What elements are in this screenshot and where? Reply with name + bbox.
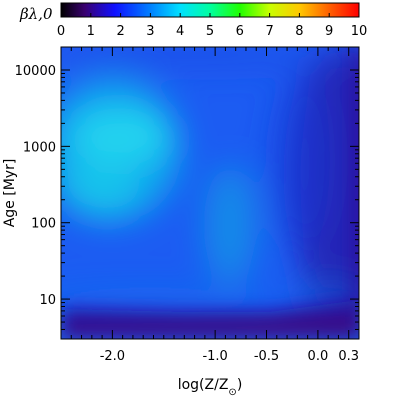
x-tick-label: -0.5 bbox=[254, 349, 279, 364]
colorbar-ticks: 0 1 2 3 4 5 6 7 8 9 10 bbox=[57, 13, 367, 39]
plot-frame bbox=[60, 46, 360, 340]
y-axis-title: Age [Myr] bbox=[2, 159, 18, 228]
colorbar-tick-label: 5 bbox=[206, 24, 214, 39]
y-tick-label: 1000 bbox=[23, 140, 56, 155]
y-tick-label: 10 bbox=[39, 293, 56, 308]
x-axis-title: log(Z/Z⊙) bbox=[178, 377, 243, 398]
heatmap-field bbox=[61, 47, 359, 339]
colorbar-tick-label: 3 bbox=[146, 24, 154, 39]
x-tick-label: 0.0 bbox=[308, 349, 329, 364]
colorbar-label: βλ,0 bbox=[19, 5, 53, 23]
y-tick-label: 100 bbox=[31, 217, 56, 232]
colorbar-tick-label: 9 bbox=[325, 24, 333, 39]
colorbar-tick-label: 4 bbox=[176, 24, 184, 39]
y-tick-label: 10000 bbox=[15, 64, 56, 79]
colorbar-tick-label: 8 bbox=[295, 24, 303, 39]
x-axis-ticks: -2.0 -1.0 -0.5 0.0 0.3 bbox=[70, 47, 359, 364]
x-tick-label: 0.3 bbox=[338, 349, 359, 364]
y-axis-ticks: 10 100 1000 10000 bbox=[15, 46, 359, 340]
colorbar-tick-label: 1 bbox=[87, 24, 95, 39]
colorbar-tick-label: 7 bbox=[265, 24, 273, 39]
colorbar-tick-label: 10 bbox=[351, 24, 368, 39]
colorbar-tick-label: 2 bbox=[116, 24, 124, 39]
colorbar-tick-label: 6 bbox=[236, 24, 244, 39]
colorbar-tick-label: 0 bbox=[57, 24, 65, 39]
x-tick-label: -1.0 bbox=[202, 349, 227, 364]
x-tick-label: -2.0 bbox=[100, 349, 125, 364]
